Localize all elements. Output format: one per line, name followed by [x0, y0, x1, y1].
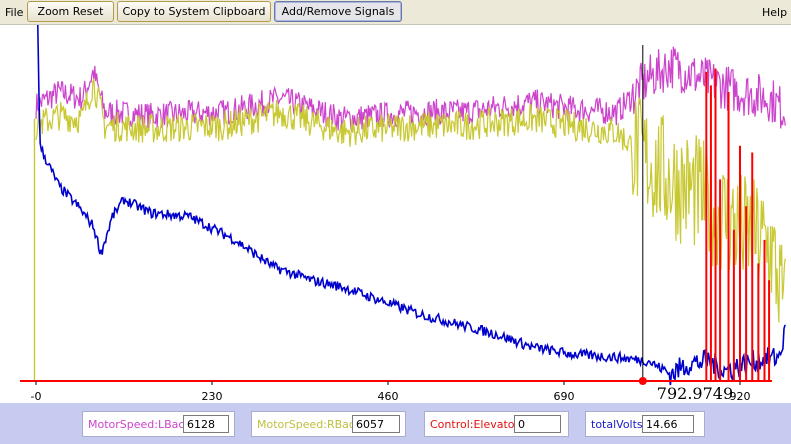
plot-area[interactable]: 792.9749 -0 230 460 690 920	[0, 25, 791, 403]
signal-label-control-elevator: Control:Elevator	[430, 418, 520, 431]
copy-to-clipboard-button[interactable]: Copy to System Clipboard	[117, 1, 271, 22]
menu-bar: File Zoom Reset Copy to System Clipboard…	[0, 0, 791, 25]
signal-box-motorspeed-lback[interactable]: MotorSpeed:LBack 6128	[82, 411, 235, 437]
signal-box-totalvolts[interactable]: totalVolts 14.66	[585, 411, 705, 437]
signal-label-motorspeed-rback: MotorSpeed:RBack	[257, 418, 362, 431]
signal-box-control-elevator[interactable]: Control:Elevator 0	[424, 411, 569, 437]
add-remove-signals-button[interactable]: Add/Remove Signals	[274, 1, 402, 22]
help-menu[interactable]: Help	[762, 6, 788, 19]
signal-chart[interactable]: 792.9749 -0 230 460 690 920	[0, 25, 791, 403]
x-tick-label: 460	[378, 390, 399, 403]
series-line-motorspeed-rback	[35, 78, 786, 323]
signal-value-motorspeed-rback: 6057	[352, 415, 400, 433]
signal-value-motorspeed-lback: 6128	[183, 415, 229, 433]
x-tick-label: 230	[202, 390, 223, 403]
x-tick-label: 920	[730, 390, 751, 403]
signal-footer: MotorSpeed:LBack 6128 MotorSpeed:RBack 6…	[0, 403, 791, 444]
series-line-totalvolts	[36, 25, 786, 386]
cursor-value-label: 792.9749	[657, 384, 733, 403]
signal-box-motorspeed-rback[interactable]: MotorSpeed:RBack 6057	[251, 411, 406, 437]
signal-value-totalvolts: 14.66	[642, 415, 694, 433]
file-menu[interactable]: File	[5, 6, 24, 19]
series-line-motorspeed-lback	[35, 46, 786, 133]
cursor-marker	[638, 377, 647, 385]
signal-value-control-elevator: 0	[514, 415, 561, 433]
signal-label-motorspeed-lback: MotorSpeed:LBack	[88, 418, 191, 431]
zoom-reset-button[interactable]: Zoom Reset	[27, 1, 114, 22]
x-tick-label: -0	[31, 390, 42, 403]
signal-label-totalvolts: totalVolts	[591, 418, 643, 431]
x-tick-label: 690	[554, 390, 575, 403]
